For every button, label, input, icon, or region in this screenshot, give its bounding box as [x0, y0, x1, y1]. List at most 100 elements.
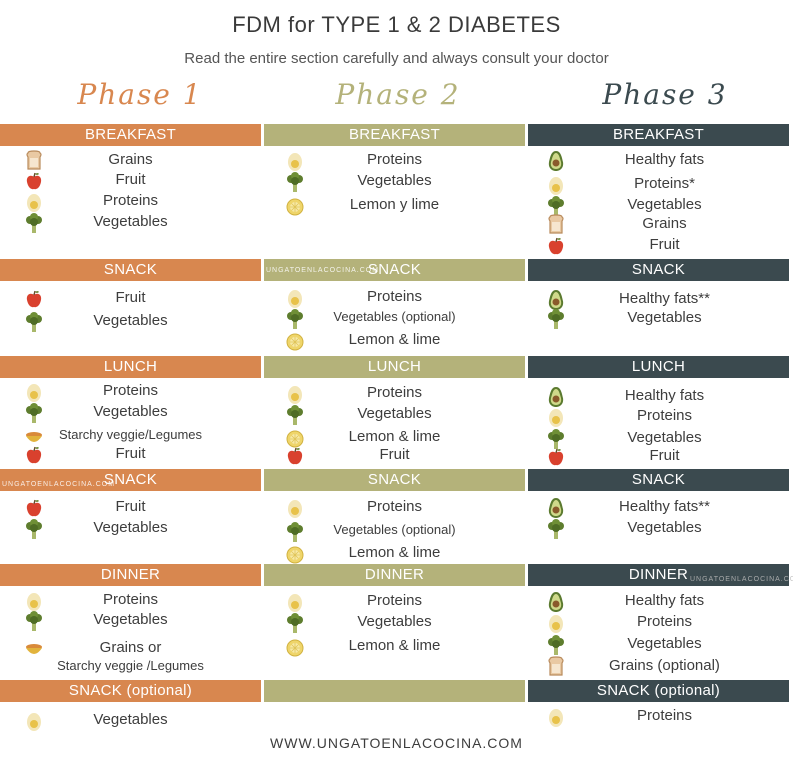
- toast-icon: [24, 150, 44, 172]
- apple-icon: [546, 446, 566, 468]
- apple-icon: [24, 170, 44, 192]
- food-item-label: Fruit: [379, 446, 410, 463]
- egg-icon: [285, 591, 305, 613]
- bowl-icon: [24, 426, 44, 448]
- food-item-label: Vegetables: [357, 613, 432, 630]
- egg-icon: [546, 612, 566, 634]
- broccoli-icon: [546, 634, 566, 656]
- food-item-label: Fruit: [115, 171, 146, 188]
- meal-header-breakfast: BREAKFAST: [0, 124, 261, 146]
- meal-header-snack: SNACK: [528, 259, 789, 281]
- food-item-label: Proteins: [366, 151, 423, 168]
- food-item-label: Vegetables: [627, 196, 702, 213]
- meal-header-dinner: DINNER: [264, 564, 525, 586]
- meal-header-dinner: DINNER: [528, 564, 789, 586]
- food-item-label: Healthy fats**: [619, 290, 710, 307]
- meal-header-dinner: DINNER: [0, 564, 261, 586]
- broccoli-icon: [24, 610, 44, 632]
- food-item-label: Vegetables: [357, 405, 432, 422]
- food-item-label: Vegetables: [93, 519, 168, 536]
- lemon-icon: [285, 543, 305, 565]
- avocado-icon: [546, 150, 566, 172]
- meal-header-lunch: LUNCH: [0, 356, 261, 378]
- food-item-label: Fruit: [115, 445, 146, 462]
- food-item-label: Proteins: [636, 407, 693, 424]
- broccoli-icon: [285, 404, 305, 426]
- food-item-label: Vegetables: [93, 711, 168, 728]
- food-item-label: Proteins: [366, 498, 423, 515]
- food-item-label: Proteins*: [634, 175, 695, 192]
- food-item-label: Starchy veggie /Legumes: [57, 658, 204, 673]
- broccoli-icon: [285, 171, 305, 193]
- page-title: FDM for TYPE 1 & 2 DIABETES: [232, 12, 561, 37]
- food-item-label: Healthy fats: [624, 592, 705, 609]
- avocado-icon: [546, 497, 566, 519]
- broccoli-icon: [24, 518, 44, 540]
- food-item-label: Healthy fats: [624, 151, 705, 168]
- meal-header-breakfast: BREAKFAST: [528, 124, 789, 146]
- food-item-label: Proteins: [366, 288, 423, 305]
- food-item-label: Proteins: [102, 591, 159, 608]
- lemon-icon: [285, 427, 305, 449]
- food-item-label: Vegetables: [93, 213, 168, 230]
- meal-header-empty: [264, 680, 525, 702]
- lemon-icon: [285, 636, 305, 658]
- watermark-text: UNGATOENLACOCINA.COM: [2, 481, 116, 488]
- apple-icon: [24, 497, 44, 519]
- broccoli-icon: [285, 521, 305, 543]
- egg-icon: [285, 150, 305, 172]
- food-item-label: Fruit: [649, 447, 680, 464]
- broccoli-icon: [285, 308, 305, 330]
- watermark-text: UNGATOENLACOCINA.COM: [266, 267, 380, 274]
- food-item-label: Lemon & lime: [348, 428, 441, 445]
- food-item-label: Proteins: [636, 707, 693, 724]
- egg-icon: [546, 706, 566, 728]
- meal-header-snack-optional: SNACK (optional): [528, 680, 789, 702]
- food-item-label: Lemon y lime: [349, 196, 440, 213]
- toast-icon: [546, 214, 566, 236]
- phase-2-heading: Phase 2: [335, 78, 461, 111]
- egg-icon: [24, 710, 44, 732]
- broccoli-icon: [24, 212, 44, 234]
- broccoli-icon: [546, 428, 566, 450]
- food-item-label: Fruit: [115, 289, 146, 306]
- meal-header-snack: SNACK: [528, 469, 789, 491]
- food-item-label: Grains or: [99, 639, 162, 656]
- food-item-label: Vegetables: [357, 172, 432, 189]
- broccoli-icon: [285, 612, 305, 634]
- food-item-label: Vegetables: [93, 611, 168, 628]
- broccoli-icon: [546, 518, 566, 540]
- egg-icon: [24, 191, 44, 213]
- food-item-label: Lemon & lime: [348, 544, 441, 561]
- egg-icon: [546, 406, 566, 428]
- avocado-icon: [546, 386, 566, 408]
- food-item-label: Healthy fats**: [619, 498, 710, 515]
- meal-header-snack: SNACK: [264, 469, 525, 491]
- phase-2-column: BREAKFAST Proteins Vegetables Lemon y lime S…: [264, 0, 525, 768]
- egg-icon: [24, 590, 44, 612]
- food-item-label: Healthy fats: [624, 387, 705, 404]
- phase-3-column: BREAKFAST Healthy fats Proteins* Vegetables…: [528, 0, 793, 768]
- apple-icon: [546, 235, 566, 257]
- food-item-label: Grains: [108, 151, 153, 168]
- meal-header-breakfast: BREAKFAST: [264, 124, 525, 146]
- food-item-label: Lemon & lime: [348, 637, 441, 654]
- meal-header-lunch: LUNCH: [528, 356, 789, 378]
- food-item-label: Fruit: [115, 498, 146, 515]
- food-item-label: Starchy veggie/Legumes: [58, 427, 203, 442]
- egg-icon: [285, 287, 305, 309]
- phase-1-column: BREAKFAST Grains Fruit Proteins Vegetables SN…: [0, 0, 261, 768]
- phase-3-heading: Phase 3: [602, 78, 728, 111]
- website-footer: WWW.UNGATOENLACOCINA.COM: [270, 735, 523, 751]
- watermark-text: UNGATOENLACOCINA.COM: [690, 576, 793, 583]
- phase-1-heading: Phase 1: [77, 78, 203, 111]
- broccoli-icon: [546, 195, 566, 217]
- toast-icon: [546, 656, 566, 678]
- food-item-label: Vegetables: [627, 635, 702, 652]
- food-item-label: Vegetables: [627, 519, 702, 536]
- food-item-label: Vegetables: [93, 403, 168, 420]
- meal-header-snack: SNACK: [264, 259, 525, 281]
- egg-icon: [546, 174, 566, 196]
- food-item-label: Vegetables: [627, 429, 702, 446]
- meal-header-snack-optional: SNACK (optional): [0, 680, 261, 702]
